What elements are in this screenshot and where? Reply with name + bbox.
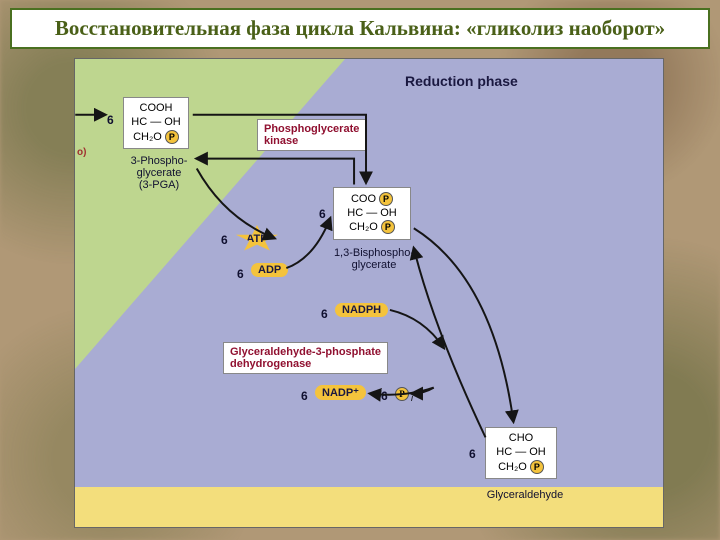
plus-sign: + — [371, 389, 377, 401]
cofactor-adp: ADP — [251, 263, 288, 277]
cofactor-pi: P — [395, 387, 409, 401]
phase-label: Reduction phase — [405, 73, 518, 89]
caption-g3p: Glyceraldehyde — [475, 489, 575, 501]
coef-nadph: 6 — [321, 307, 328, 321]
coef-pi: 6 — [381, 389, 388, 403]
title-box: Восстановительная фаза цикла Кальвина: «… — [10, 8, 710, 49]
coef-nadp: 6 — [301, 389, 308, 403]
caption-3pga: 3-Phospho- glycerate (3-PGA) — [119, 155, 199, 191]
caption-13bpg: 1,3-Bisphospho- glycerate — [319, 247, 429, 271]
calvin-diagram: Reduction phase o) 6 COOHHC — OHCH₂O P 3… — [74, 58, 664, 528]
pi-sub: i — [411, 393, 413, 403]
carboxylation-region — [75, 59, 345, 369]
molecule-3pga: COOHHC — OHCH₂O P — [123, 97, 189, 149]
cofactor-nadph: NADPH — [335, 303, 388, 317]
coef-adp: 6 — [237, 267, 244, 281]
enzyme-g3pdh: Glyceraldehyde-3-phosphate dehydrogenase — [223, 342, 388, 374]
coef-g3p: 6 — [469, 447, 476, 461]
slide-title: Восстановительная фаза цикла Кальвина: «… — [55, 16, 665, 40]
molecule-g3p: CHOHC — OHCH₂O P — [485, 427, 557, 479]
coef-pga: 6 — [107, 113, 114, 127]
coef-atp: 6 — [221, 233, 228, 247]
fragment-label: o) — [77, 147, 86, 158]
cofactor-nadp: NADP⁺ — [315, 385, 366, 400]
molecule-13bpg: COO PHC — OHCH₂O P — [333, 187, 411, 240]
coef-bpg: 6 — [319, 207, 326, 221]
enzyme-pgk: Phosphoglycerate kinase — [257, 119, 366, 151]
